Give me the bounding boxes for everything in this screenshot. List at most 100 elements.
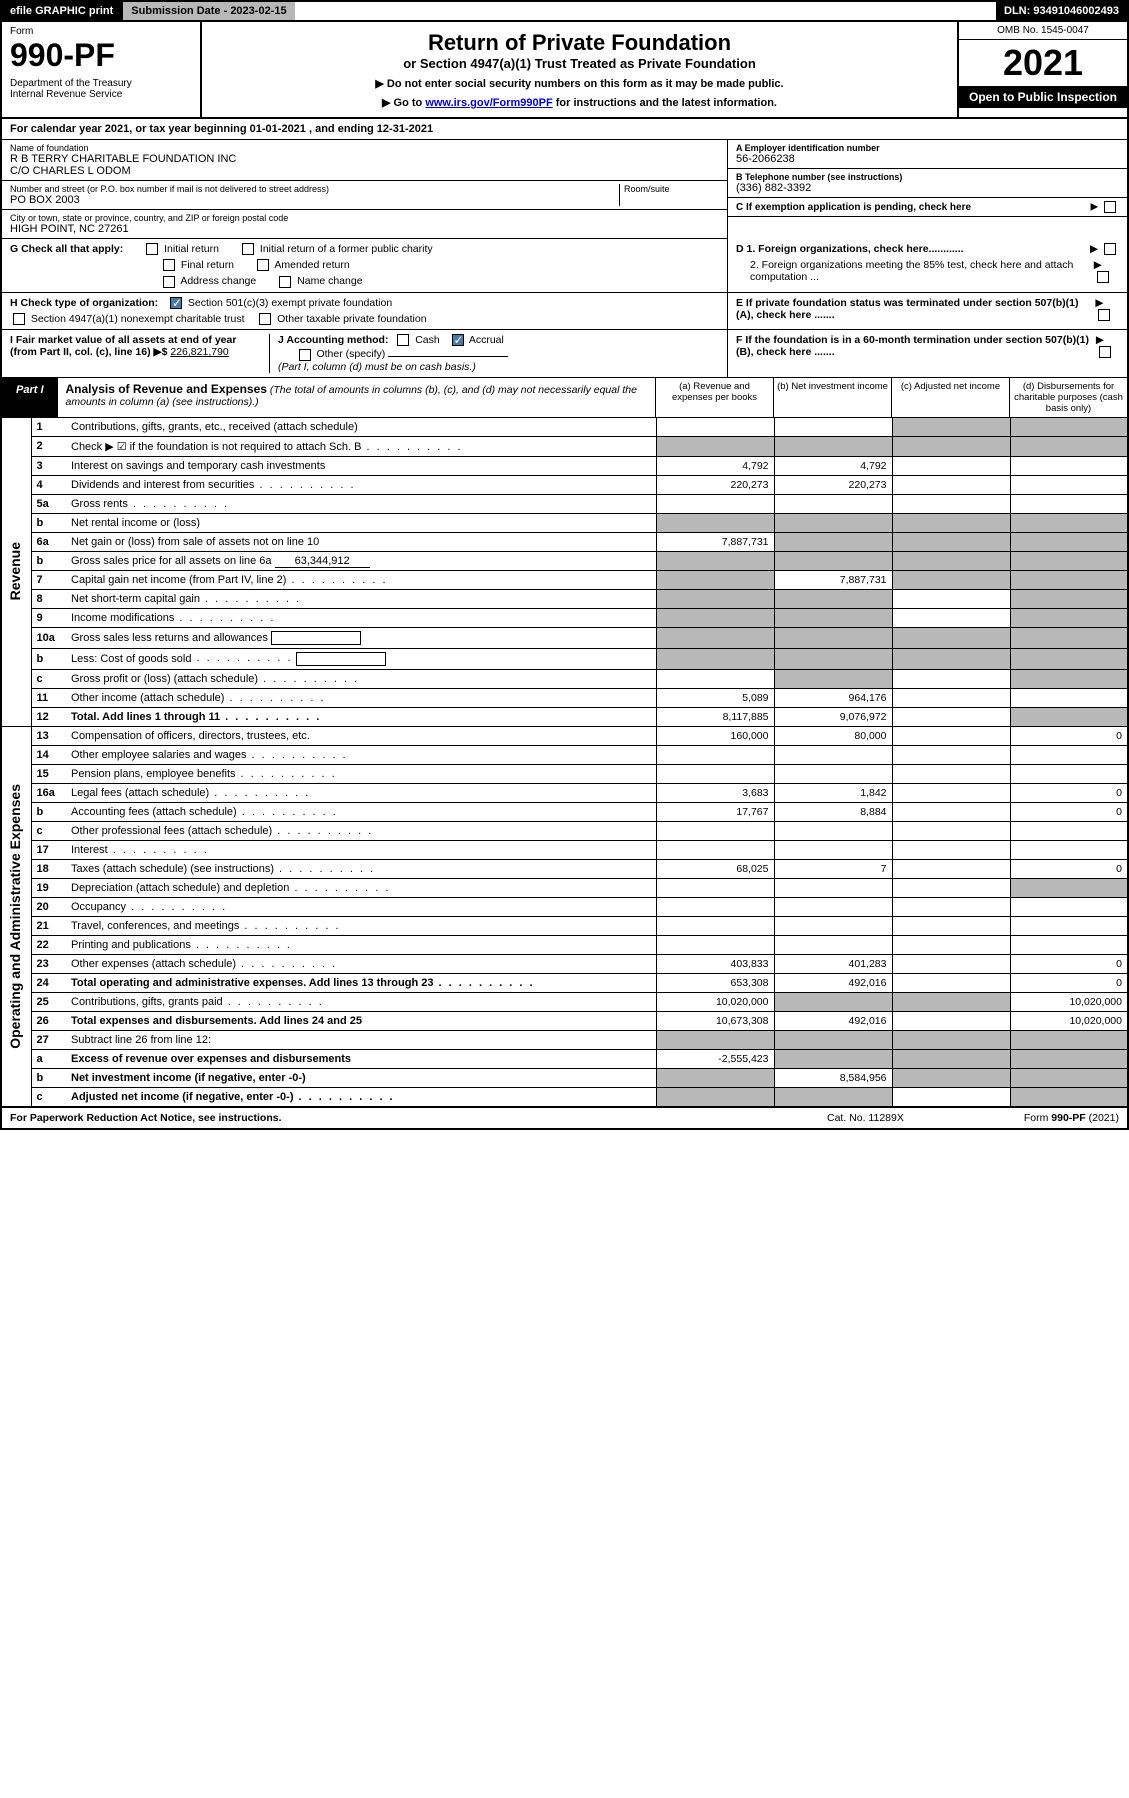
instr-2-post: for instructions and the latest informat… [553, 97, 777, 109]
form-header: Form 990-PF Department of the Treasury I… [0, 22, 1129, 119]
amount-cell [656, 1087, 774, 1106]
amount-cell [892, 726, 1010, 745]
amount-cell [656, 513, 774, 532]
amount-cell [892, 513, 1010, 532]
row-desc: Accounting fees (attach schedule) [66, 802, 656, 821]
amount-cell [892, 916, 1010, 935]
j-cash-checkbox[interactable] [397, 334, 409, 346]
irs-link[interactable]: www.irs.gov/Form990PF [425, 97, 552, 109]
header-left: Form 990-PF Department of the Treasury I… [2, 22, 202, 117]
amount-cell [1010, 513, 1128, 532]
g-initial-checkbox[interactable] [146, 243, 158, 255]
col-c-head: (c) Adjusted net income [891, 378, 1009, 417]
d2-checkbox[interactable] [1097, 271, 1109, 283]
amount-cell [892, 859, 1010, 878]
amount-cell [656, 1068, 774, 1087]
g-final-checkbox[interactable] [163, 259, 175, 271]
amount-cell [774, 436, 892, 456]
g-name-checkbox[interactable] [279, 276, 291, 288]
g-amended: Amended return [274, 259, 349, 271]
footer-mid: Cat. No. 11289X [827, 1112, 904, 1124]
dept-treasury: Department of the Treasury Internal Reve… [10, 78, 192, 100]
h-section: H Check type of organization: Section 50… [2, 293, 727, 329]
footer-left: For Paperwork Reduction Act Notice, see … [10, 1112, 282, 1124]
amount-cell [1010, 1049, 1128, 1068]
row-number: c [31, 1087, 66, 1106]
info-section: Name of foundation R B TERRY CHARITABLE … [0, 140, 1129, 239]
form-title: Return of Private Foundation [210, 30, 949, 56]
address-cell: Number and street (or P.O. box number if… [2, 181, 727, 210]
amount-cell [892, 840, 1010, 859]
amount-cell [1010, 669, 1128, 688]
foundation-name-cell: Name of foundation R B TERRY CHARITABLE … [2, 140, 727, 181]
amount-cell: 3,683 [656, 783, 774, 802]
d2-label: 2. Foreign organizations meeting the 85%… [736, 259, 1094, 283]
footer: For Paperwork Reduction Act Notice, see … [0, 1107, 1129, 1130]
amount-cell [892, 897, 1010, 916]
ein: 56-2066238 [736, 153, 1119, 165]
amount-cell: 10,020,000 [1010, 1011, 1128, 1030]
table-row: 19Depreciation (attach schedule) and dep… [1, 878, 1128, 897]
j-accrual-checkbox[interactable] [452, 334, 464, 346]
amount-cell [892, 436, 1010, 456]
amount-cell [892, 764, 1010, 783]
row-desc: Other expenses (attach schedule) [66, 954, 656, 973]
part1-header: Part I Analysis of Revenue and Expenses … [0, 378, 1129, 418]
col-d-head: (d) Disbursements for charitable purpose… [1009, 378, 1127, 417]
amount-cell [892, 878, 1010, 897]
efile-label: efile GRAPHIC print [2, 2, 121, 20]
amount-cell [1010, 589, 1128, 608]
amount-cell: 10,673,308 [656, 1011, 774, 1030]
amount-cell [656, 764, 774, 783]
table-row: 6aNet gain or (loss) from sale of assets… [1, 532, 1128, 551]
row-number: b [31, 551, 66, 570]
h-4947-checkbox[interactable] [13, 313, 25, 325]
amount-cell [774, 1049, 892, 1068]
amount-cell [892, 1049, 1010, 1068]
i-value: 226,821,790 [170, 346, 228, 358]
row-desc: Gross sales price for all assets on line… [66, 551, 656, 570]
amount-cell: 492,016 [774, 973, 892, 992]
instr-2: ▶ Go to www.irs.gov/Form990PF for instru… [210, 96, 949, 109]
row-desc: Interest [66, 840, 656, 859]
address: PO BOX 2003 [10, 194, 619, 206]
h-other-checkbox[interactable] [259, 313, 271, 325]
j-other: Other (specify) [316, 348, 385, 360]
j-other-checkbox[interactable] [299, 349, 311, 361]
amount-cell [892, 494, 1010, 513]
amount-cell [656, 821, 774, 840]
amount-cell [1010, 532, 1128, 551]
row-number: 4 [31, 475, 66, 494]
amount-cell [892, 935, 1010, 954]
c-checkbox[interactable] [1104, 201, 1116, 213]
f-checkbox[interactable] [1099, 346, 1111, 358]
amount-cell [892, 1030, 1010, 1049]
amount-cell [656, 935, 774, 954]
amount-cell: 10,020,000 [1010, 992, 1128, 1011]
g-amended-checkbox[interactable] [257, 259, 269, 271]
e-checkbox[interactable] [1098, 309, 1110, 321]
amount-cell: 8,584,956 [774, 1068, 892, 1087]
city-cell: City or town, state or province, country… [2, 210, 727, 239]
g-initial-former-checkbox[interactable] [242, 243, 254, 255]
table-row: 3Interest on savings and temporary cash … [1, 456, 1128, 475]
table-row: 20Occupancy [1, 897, 1128, 916]
row-number: 6a [31, 532, 66, 551]
g-address-checkbox[interactable] [163, 276, 175, 288]
amount-cell [774, 532, 892, 551]
i-j-section: I Fair market value of all assets at end… [2, 330, 727, 376]
amount-cell [774, 840, 892, 859]
amount-cell [656, 669, 774, 688]
d1-checkbox[interactable] [1104, 243, 1116, 255]
h-501c3-checkbox[interactable] [170, 297, 182, 309]
row-desc: Income modifications [66, 608, 656, 627]
amount-cell [1010, 456, 1128, 475]
f-label: F If the foundation is in a 60-month ter… [736, 334, 1096, 372]
amount-cell [774, 745, 892, 764]
amount-cell [1010, 436, 1128, 456]
instr-1: ▶ Do not enter social security numbers o… [210, 77, 949, 90]
table-row: cOther professional fees (attach schedul… [1, 821, 1128, 840]
row-desc: Printing and publications [66, 935, 656, 954]
amount-cell: 964,176 [774, 688, 892, 707]
footer-right: Form 990-PF (2021) [1024, 1112, 1119, 1124]
